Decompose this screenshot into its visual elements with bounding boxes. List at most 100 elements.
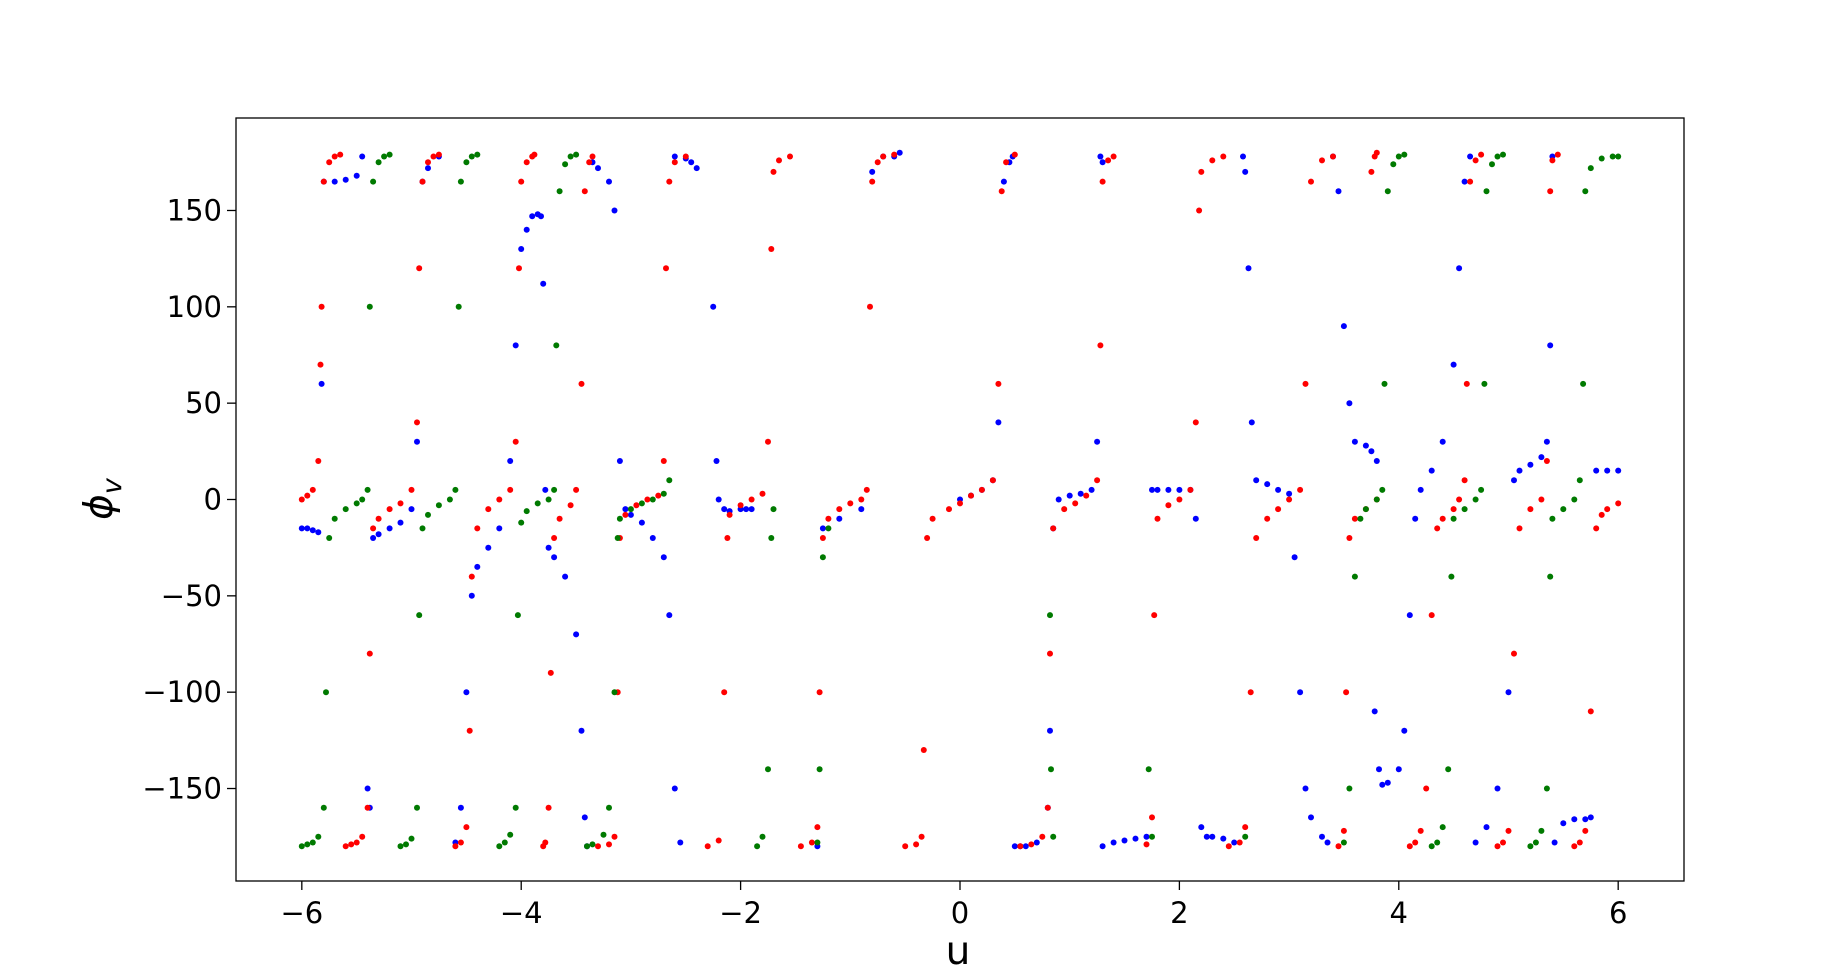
data-point (1343, 689, 1350, 696)
data-point (929, 515, 936, 522)
data-point (507, 831, 514, 838)
data-point (1450, 361, 1457, 368)
data-point (547, 669, 554, 676)
data-point (1302, 380, 1309, 387)
data-point (542, 486, 549, 493)
data-point (1428, 467, 1435, 474)
data-point (1275, 506, 1282, 513)
data-point (1196, 207, 1203, 214)
data-point (1571, 816, 1578, 823)
data-point (1604, 506, 1611, 513)
data-point (455, 303, 462, 310)
data-point (1242, 168, 1249, 175)
data-point (474, 525, 481, 532)
data-point (485, 506, 492, 513)
data-point (1527, 843, 1534, 850)
data-point (1198, 824, 1205, 831)
data-point (425, 511, 431, 518)
data-point (1264, 481, 1271, 488)
data-point (463, 689, 470, 696)
data-point (457, 804, 464, 811)
data-point (1494, 785, 1501, 792)
data-point (1151, 612, 1158, 619)
data-point (1456, 496, 1463, 503)
data-point (1538, 496, 1545, 503)
data-point (578, 727, 585, 734)
data-point (386, 506, 393, 513)
data-point (1242, 824, 1249, 831)
data-point (1286, 496, 1293, 503)
data-point (366, 650, 373, 657)
data-point (1335, 843, 1342, 850)
data-point (523, 226, 530, 233)
data-point (1368, 448, 1375, 455)
data-point (298, 525, 305, 532)
data-point (337, 151, 344, 158)
data-point (600, 831, 607, 838)
data-point (847, 500, 854, 507)
data-point (331, 153, 338, 160)
data-point (688, 159, 695, 166)
data-point (1472, 157, 1479, 164)
data-point (765, 766, 771, 773)
data-point (1245, 265, 1252, 272)
data-point (869, 168, 876, 175)
data-point (968, 492, 974, 499)
data-point (858, 506, 865, 513)
data-point (1097, 342, 1104, 349)
data-point (551, 554, 558, 561)
data-point (1165, 486, 1172, 493)
data-point (1297, 689, 1304, 696)
data-point (531, 151, 538, 158)
data-point (1209, 157, 1216, 164)
data-point (957, 500, 963, 507)
data-point (1319, 157, 1325, 164)
data-point (1373, 458, 1380, 464)
data-point (606, 178, 612, 185)
data-point (787, 153, 793, 160)
data-point (1240, 153, 1246, 160)
data-point (1604, 467, 1611, 474)
data-point (655, 492, 662, 499)
data-point (366, 303, 373, 310)
data-point (551, 535, 558, 541)
x-tick-label: 6 (1609, 896, 1627, 930)
data-point (1099, 178, 1106, 185)
data-point (1543, 785, 1550, 792)
data-point (1047, 727, 1053, 734)
data-point (1417, 486, 1424, 493)
data-point (666, 612, 673, 619)
data-point (1330, 153, 1336, 160)
data-point (1044, 804, 1051, 811)
data-point (1483, 824, 1490, 831)
data-point (1039, 833, 1046, 840)
data-point (1571, 843, 1578, 850)
data-point (924, 535, 931, 541)
data-point (836, 506, 843, 513)
data-point (666, 477, 673, 484)
data-point (891, 151, 898, 158)
data-point (416, 265, 423, 272)
data-point (1302, 785, 1309, 792)
data-point (1351, 573, 1358, 580)
data-point (896, 149, 903, 156)
data-point (819, 525, 826, 532)
y-tick-label: 100 (167, 290, 222, 324)
data-point (364, 486, 371, 493)
data-point (1543, 438, 1550, 445)
data-point (1554, 151, 1561, 158)
data-point (1220, 835, 1227, 842)
x-tick-label: −6 (280, 896, 323, 930)
data-point (529, 213, 536, 220)
data-point (1000, 178, 1007, 185)
data-point (819, 554, 826, 561)
data-point (1505, 827, 1512, 834)
data-point (759, 833, 766, 840)
data-point (416, 612, 423, 619)
data-point (1609, 153, 1616, 160)
data-point (556, 188, 563, 195)
data-point (1376, 766, 1382, 773)
data-point (1439, 515, 1446, 522)
data-point (1428, 612, 1435, 619)
data-point (1121, 837, 1128, 844)
